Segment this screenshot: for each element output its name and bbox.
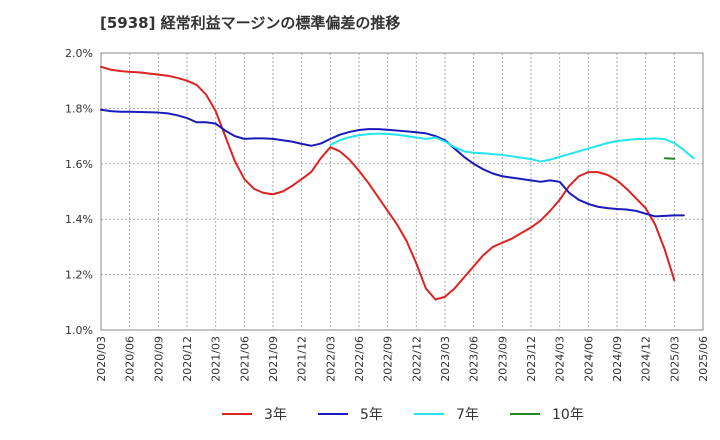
x-tick-label: 2022/06 xyxy=(353,336,366,382)
x-tick-label: 2023/03 xyxy=(439,336,452,382)
y-tick-label: 2.0% xyxy=(65,47,93,60)
x-axis-ticks: 2020/03 2020/06 2020/09 2020/12 2021/03 2021/… xyxy=(95,336,710,382)
x-tick-label: 2022/12 xyxy=(410,336,423,382)
y-tick-label: 1.4% xyxy=(65,213,93,226)
x-tick-label: 2023/06 xyxy=(468,336,481,382)
series-line-2 xyxy=(329,132,695,163)
x-tick-label: 2021/09 xyxy=(267,336,280,382)
y-tick-label: 1.8% xyxy=(65,102,93,115)
x-tick-label: 2023/12 xyxy=(525,336,538,382)
y-tick-label: 1.2% xyxy=(65,269,93,282)
legend-label: 10年 xyxy=(552,407,584,423)
x-tick-label: 2024/06 xyxy=(582,336,595,382)
series-lines xyxy=(100,65,695,301)
series-line-3 xyxy=(663,157,676,160)
legend: 3年 5年 7年 10年 xyxy=(222,407,584,423)
x-tick-label: 2020/09 xyxy=(152,336,165,382)
y-tick-label: 1.6% xyxy=(65,158,93,171)
x-tick-label: 2022/09 xyxy=(382,336,395,382)
x-tick-label: 2020/06 xyxy=(124,336,137,382)
grid-lines xyxy=(101,53,703,330)
legend-label: 5年 xyxy=(360,407,383,423)
x-tick-label: 2023/09 xyxy=(496,336,509,382)
x-tick-label: 2021/06 xyxy=(238,336,251,382)
plot-area-frame xyxy=(100,52,704,331)
series-line-0 xyxy=(100,65,676,301)
x-tick-label: 2021/12 xyxy=(296,336,309,382)
series-line-1 xyxy=(100,108,685,218)
x-tick-label: 2024/03 xyxy=(554,336,567,382)
y-axis-ticks: 1.0% 1.2% 1.4% 1.6% 1.8% 2.0% xyxy=(65,47,93,337)
x-tick-label: 2025/03 xyxy=(668,336,681,382)
y-tick-label: 1.0% xyxy=(65,324,93,337)
legend-label: 7年 xyxy=(456,407,479,423)
x-tick-label: 2020/03 xyxy=(95,336,108,382)
chart-title: [5938] 経常利益マージンの標準偏差の推移 xyxy=(100,14,401,32)
x-tick-label: 2024/09 xyxy=(611,336,624,382)
legend-label: 3年 xyxy=(264,407,287,423)
x-tick-label: 2021/03 xyxy=(210,336,223,382)
x-tick-label: 2025/06 xyxy=(697,336,710,382)
x-tick-label: 2020/12 xyxy=(181,336,194,382)
x-tick-label: 2022/03 xyxy=(324,336,337,382)
x-tick-label: 2024/12 xyxy=(640,336,653,382)
